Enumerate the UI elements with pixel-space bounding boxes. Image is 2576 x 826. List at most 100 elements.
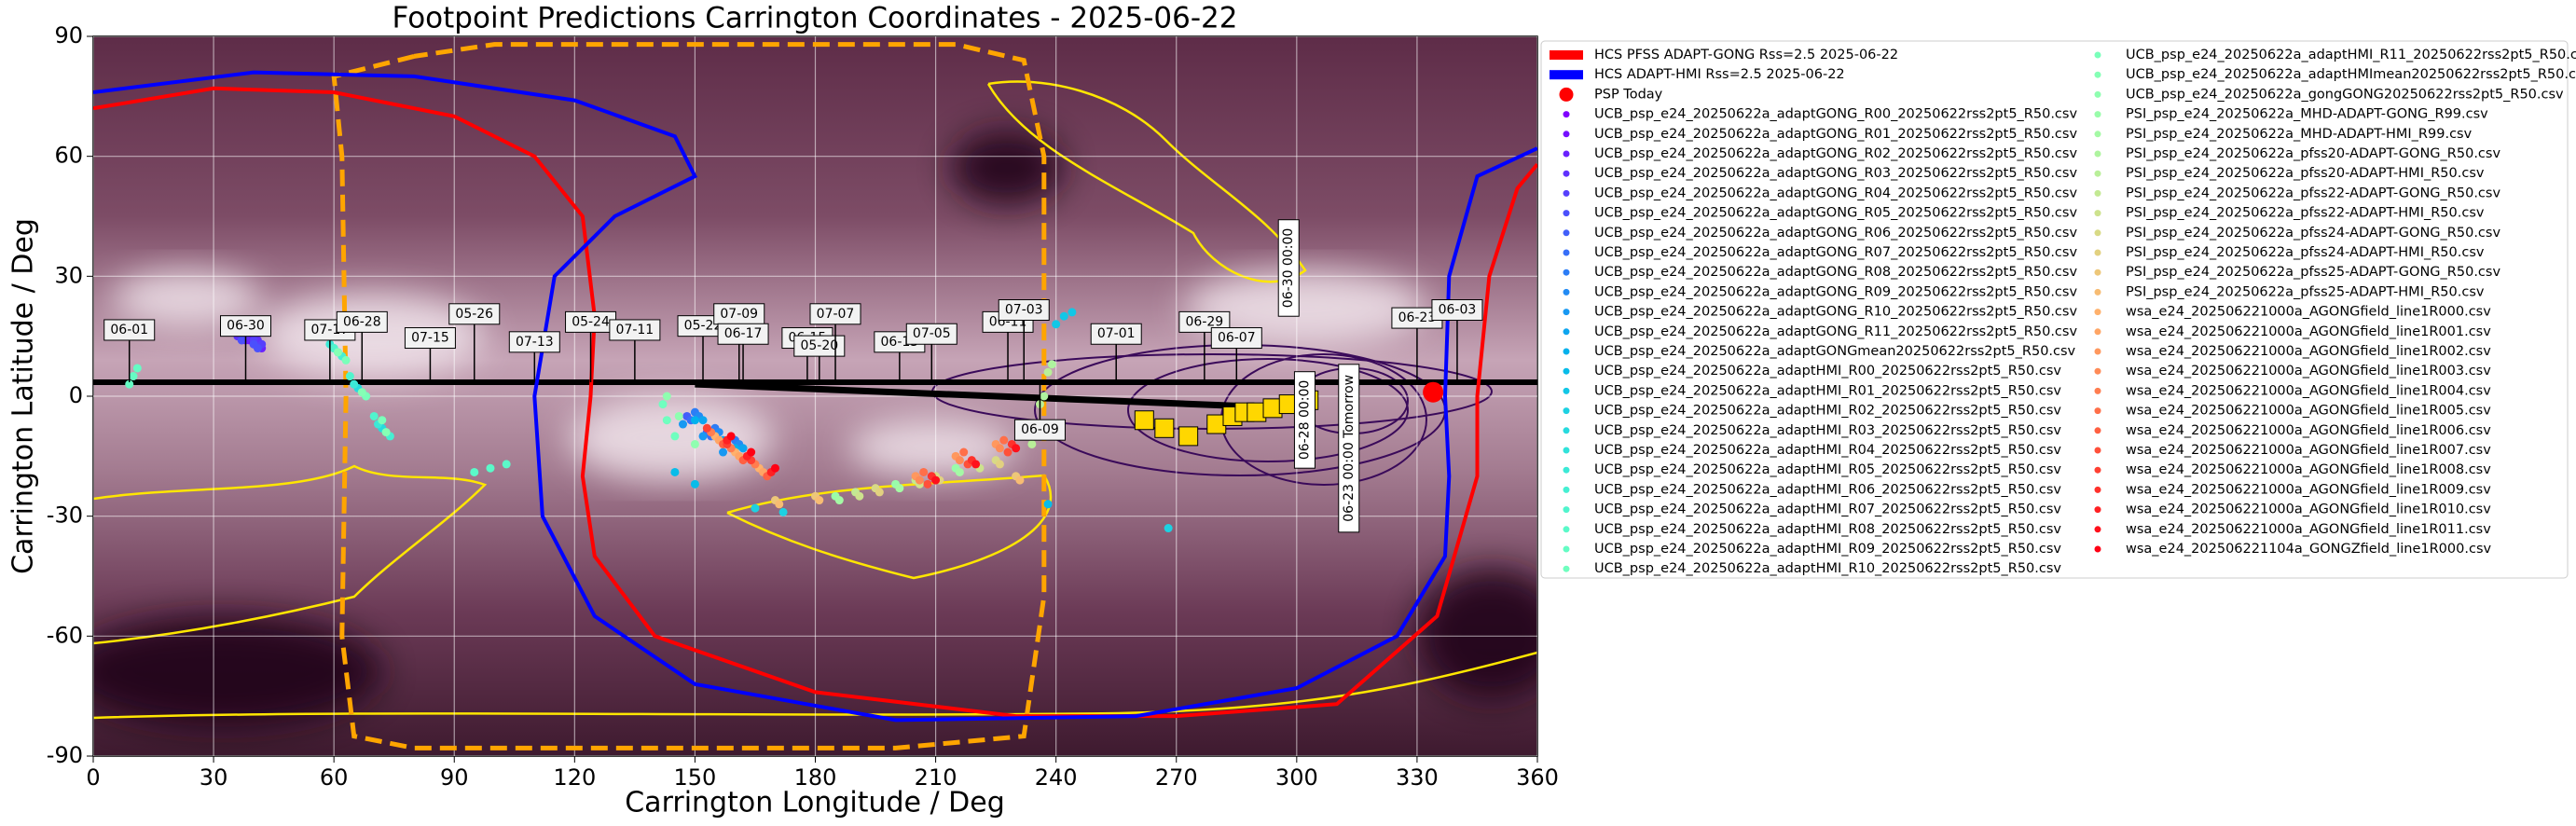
legend-swatch [2094,309,2101,316]
footpoint [341,355,351,365]
legend-swatch [2094,51,2101,59]
legend-swatch [2094,367,2101,375]
x-tick-label: 90 [440,764,469,791]
legend-label: UCB_psp_e24_20250622a_gongGONG20250622rs… [2126,87,2564,102]
legend-swatch [1563,268,1570,276]
annotation: 06-09 [1013,381,1066,441]
legend-label: wsa_e24_202506221000a_AGONGfield_line1R0… [2126,305,2491,320]
legend-swatch [1563,545,1570,553]
annotation: 07-03 [998,299,1050,382]
legend-swatch [2094,407,2101,415]
footpoint [470,467,479,476]
y-tick-label: -90 [47,742,83,768]
annotation-label: 06-01 [110,323,148,337]
footpoint [662,416,671,425]
footpoint [690,416,699,425]
legend-label: UCB_psp_e24_20250622a_adaptHMI_R00_20250… [1594,364,2061,379]
legend-swatch [1563,249,1570,256]
legend-swatch [1550,70,1583,80]
footpoint [738,444,748,453]
legend-label: PSI_psp_e24_20250622a_pfss24-ADAPT-GONG_… [2126,226,2500,241]
footpoint [670,432,680,441]
legend-label: wsa_e24_202506221000a_AGONGfield_line1R0… [2126,423,2491,438]
legend-swatch [1563,189,1570,197]
trajectory-marker [1154,418,1175,438]
legend-label: UCB_psp_e24_20250622a_adaptHMI_R04_20250… [1594,443,2061,458]
legend-swatch [1559,87,1574,102]
annotation-label: 07-15 [411,331,449,346]
legend-label: PSP Today [1594,87,1663,102]
annotation-box [1090,323,1142,345]
footpoint [778,507,788,516]
legend-swatch [2094,387,2101,394]
footpoint [129,372,138,381]
footpoint [834,496,844,505]
x-tick-label: 180 [794,764,837,791]
x-tick-label: 330 [1396,764,1439,791]
annotation-box [1431,299,1483,322]
legend-label: PSI_psp_e24_20250622a_pfss25-ADAPT-HMI_R… [2126,284,2485,299]
y-tick-label: 0 [69,382,83,408]
legend-label: UCB_psp_e24_20250622a_adaptGONG_R00_2025… [1594,107,2077,122]
footpoint [125,379,134,389]
annotation-label: 06-28 [343,314,381,329]
annotation-box [905,323,957,345]
legend-swatch [1563,407,1570,415]
legend-label: UCB_psp_e24_20250622a_adaptHMI_R03_20250… [1594,423,2061,438]
legend-label: PSI_psp_e24_20250622a_MHD-ADAPT-GONG_R99… [2126,107,2488,122]
legend-label: HCS PFSS ADAPT-GONG Rss=2.5 2025-06-22 [1594,48,1898,62]
annotation-box [448,303,501,325]
x-tick-label: 300 [1275,764,1318,791]
annotation-label: 07-05 [913,326,951,341]
legend-swatch [1563,506,1570,514]
legend-swatch [2094,466,2101,474]
annotation: 06-01 [103,319,156,382]
legend-label: UCB_psp_e24_20250622a_adaptHMI_R07_20250… [1594,502,2061,517]
footpoint [1015,475,1025,485]
legend-label: UCB_psp_e24_20250622a_adaptGONG_R03_2025… [1594,166,2077,181]
legend-label: HCS ADAPT-HMI Rss=2.5 2025-06-22 [1594,67,1845,82]
annotation-box [508,331,560,353]
footpoint [995,460,1004,469]
legend-label: wsa_e24_202506221000a_AGONGfield_line1R0… [2126,443,2491,458]
legend-label: UCB_psp_e24_20250622a_adaptGONG_R08_2025… [1594,265,2077,280]
legend-label: UCB_psp_e24_20250622a_adaptGONG_R02_2025… [1594,146,2077,161]
legend-swatch [1563,526,1570,533]
legend-label: UCB_psp_e24_20250622a_adaptHMI_R08_20250… [1594,522,2061,537]
annotation-label: 06-07 [1218,331,1256,346]
legend-swatch [2094,447,2101,454]
footpoint [1043,500,1053,509]
legend-swatch [2094,268,2101,276]
footpoint [690,479,699,489]
annotation: 06-30 [220,315,272,382]
annotation: 05-24 [565,310,617,382]
annotation-box [1338,364,1360,533]
legend-swatch [1550,50,1583,60]
legend-label: UCB_psp_e24_20250622a_adaptGONG_R10_2025… [1594,305,2077,320]
annotation-box [609,319,661,341]
footpoint [357,388,366,397]
annotation: 07-13 [508,331,560,382]
footpoint [726,432,736,441]
annotation: 05-20 [793,335,846,382]
legend-swatch [2094,545,2101,553]
legend-swatch [1563,486,1570,493]
annotation: 07-01 [1090,323,1142,382]
annotation-box [404,327,456,350]
legend-swatch [2094,288,2101,296]
hcs-line [93,70,1537,723]
footpoint [674,411,683,420]
footpoint [815,496,824,505]
trajectory-marker [1134,410,1154,431]
x-tick-label: 30 [200,764,228,791]
legend-swatch [2094,170,2101,177]
footpoint [1047,360,1056,369]
legend-label: UCB_psp_e24_20250622a_adaptHMI_R10_20250… [1594,561,2061,576]
annotation: 07-11 [609,319,661,382]
legend-swatch [2094,189,2101,197]
legend-label: wsa_e24_202506221000a_AGONGfield_line1R0… [2126,482,2491,497]
footpoint [679,420,688,429]
legend-label: wsa_e24_202506221000a_AGONGfield_line1R0… [2126,462,2491,477]
legend-label: UCB_psp_e24_20250622a_adaptHMI_R02_20250… [1594,404,2061,419]
legend-swatch [1563,309,1570,316]
